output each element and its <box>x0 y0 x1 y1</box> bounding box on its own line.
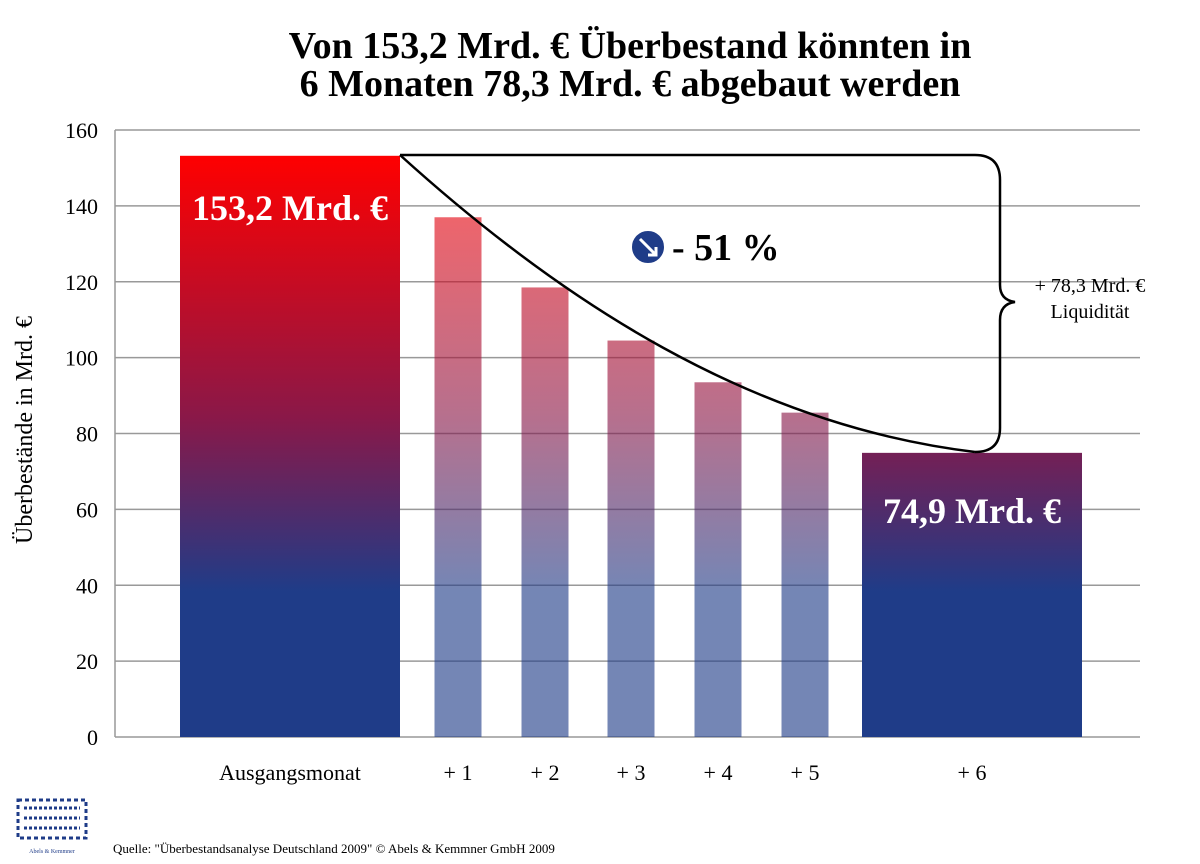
trend-curve <box>399 154 976 454</box>
y-tick-label: 160 <box>65 118 98 143</box>
logo-box <box>16 798 88 840</box>
y-tick-label: 0 <box>87 725 98 750</box>
value-label: 74,9 Mrd. € <box>883 490 1061 531</box>
logo <box>16 798 88 840</box>
liquidity-label: + 78,3 Mrd. € <box>1035 275 1146 297</box>
chart-title: 6 Monaten 78,3 Mrd. € abgebaut werden <box>300 63 961 105</box>
y-tick-label: 120 <box>65 270 98 295</box>
y-tick-label: 100 <box>65 346 98 371</box>
y-axis-label: Überbestände in Mrd. € <box>12 316 38 544</box>
x-tick-label: + 1 <box>444 760 473 785</box>
x-tick-label: + 5 <box>791 760 820 785</box>
y-tick-label: 140 <box>65 194 98 219</box>
y-tick-label: 80 <box>76 422 98 447</box>
x-tick-label: + 3 <box>617 760 646 785</box>
bar <box>521 287 569 737</box>
x-tick-label: Ausgangsmonat <box>219 760 361 785</box>
y-tick-label: 40 <box>76 573 98 598</box>
y-tick-label: 20 <box>76 649 98 674</box>
reduction-label: - 51 % <box>672 227 780 269</box>
bar <box>694 382 742 737</box>
x-tick-label: + 2 <box>531 760 560 785</box>
bar <box>607 340 655 737</box>
y-tick-label: 60 <box>76 497 98 522</box>
bar <box>781 412 829 737</box>
x-tick-label: + 4 <box>704 760 733 785</box>
bar <box>862 452 1082 737</box>
bar <box>180 155 400 738</box>
logo-lines <box>24 806 80 830</box>
value-label: 153,2 Mrd. € <box>192 187 388 228</box>
x-tick-label: + 6 <box>958 760 987 785</box>
down-icon-arrow <box>638 237 658 257</box>
chart-title: Von 153,2 Mrd. € Überbestand könnten in <box>289 25 972 67</box>
source: Quelle: "Überbestandsanalyse Deutschland… <box>113 841 555 856</box>
brace <box>400 153 1016 454</box>
bar <box>434 217 482 738</box>
logo-text: Abels & Kemmner <box>29 849 75 855</box>
liquidity-label: Liquidität <box>1051 301 1130 323</box>
